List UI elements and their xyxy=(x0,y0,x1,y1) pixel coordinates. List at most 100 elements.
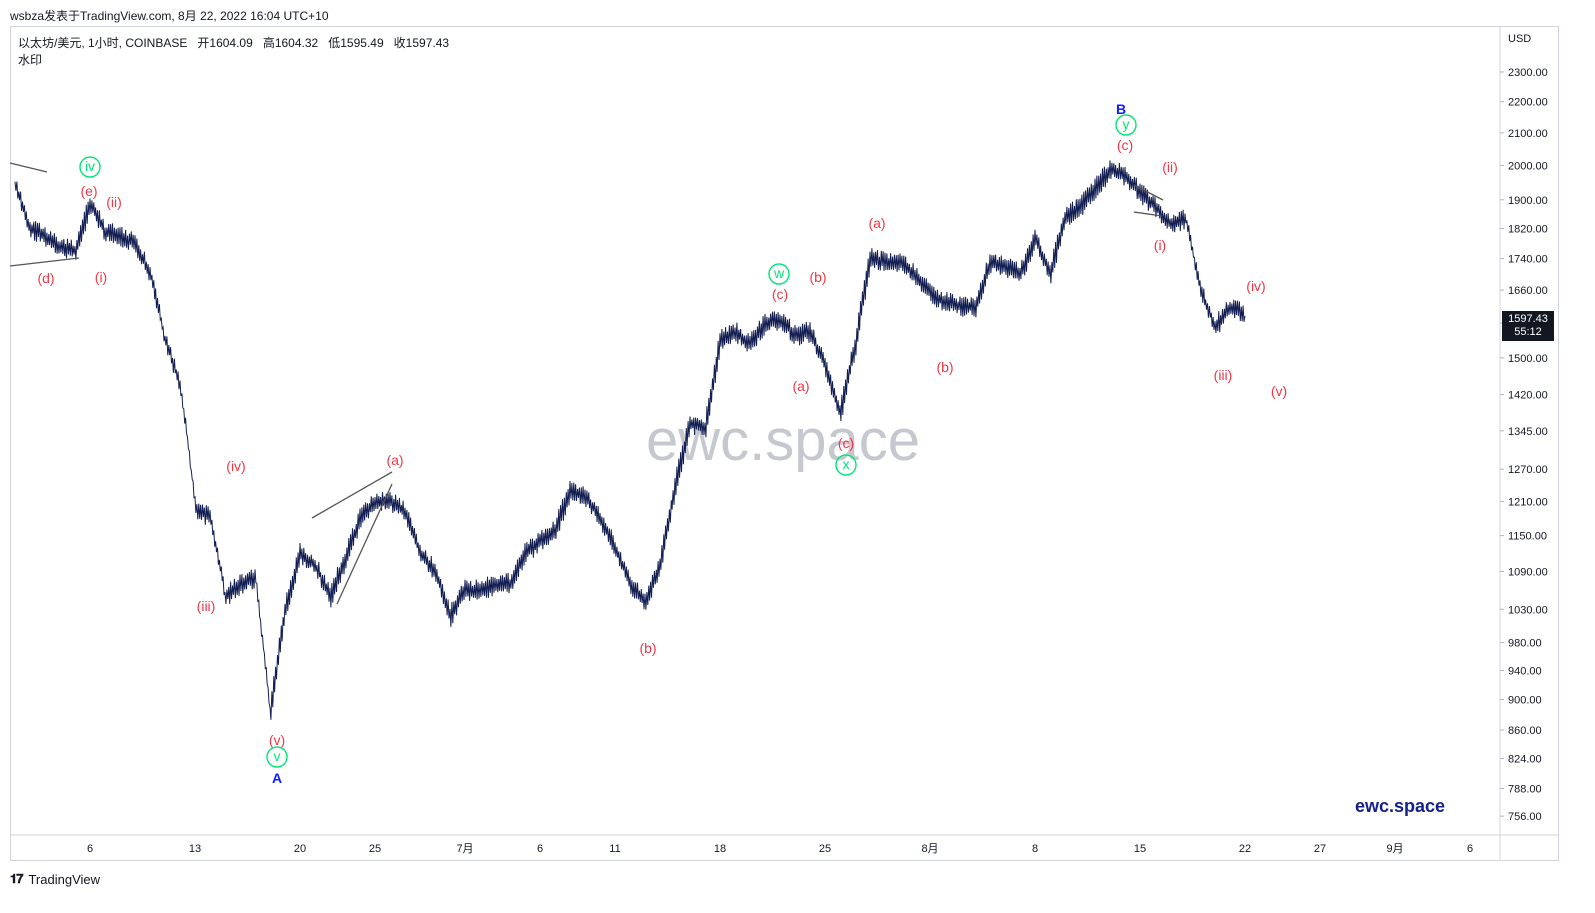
chart-frame xyxy=(10,26,1559,861)
wave-label: A xyxy=(272,770,282,786)
x-tick-label: 6 xyxy=(1467,843,1473,855)
y-tick-label: 1420.00 xyxy=(1508,390,1548,402)
last-price-value: 1597.43 xyxy=(1508,313,1548,325)
x-tick-label: 8 xyxy=(1032,843,1038,855)
y-tick-label: 824.00 xyxy=(1508,754,1542,766)
wave-label: (b) xyxy=(639,640,656,656)
wave-label: (a) xyxy=(868,215,885,231)
wave-label: (a) xyxy=(386,452,403,468)
wave-label: (iii) xyxy=(197,598,216,614)
wave-label: (e) xyxy=(80,183,97,199)
wave-label: iv xyxy=(85,158,95,174)
y-tick-label: 2200.00 xyxy=(1508,97,1548,109)
x-tick-label: 11 xyxy=(609,843,620,855)
wave-label: y xyxy=(1123,116,1130,132)
open-value: 1604.09 xyxy=(209,36,253,50)
trendline xyxy=(9,162,48,173)
wave-label: (a) xyxy=(792,378,809,394)
x-tick-label: 25 xyxy=(819,843,831,855)
wave-label: (c) xyxy=(838,435,854,451)
x-tick-label: 15 xyxy=(1134,843,1146,855)
wave-label-circle xyxy=(79,156,101,178)
brand-text: ewc.space xyxy=(1355,796,1446,816)
wave-label: (ii) xyxy=(1162,159,1178,175)
y-tick-label: 860.00 xyxy=(1508,725,1542,737)
y-tick-label: 980.00 xyxy=(1508,638,1542,650)
x-tick-label: 22 xyxy=(1239,843,1251,855)
wave-label: (iv) xyxy=(226,458,245,474)
tradingview-logo-icon[interactable]: 𝟏𝟕 xyxy=(10,871,24,886)
wave-label: w xyxy=(773,265,785,281)
wave-label: (c) xyxy=(1117,137,1133,153)
y-tick-label: 2000.00 xyxy=(1508,160,1548,172)
x-tick-label: 13 xyxy=(189,843,201,855)
y-tick-label: 2100.00 xyxy=(1508,128,1548,140)
wave-label-circle xyxy=(768,263,790,285)
low-value: 1595.49 xyxy=(340,36,384,50)
wave-label: (ii) xyxy=(106,194,122,210)
close-label: 收 xyxy=(393,36,406,50)
watermark-indicator-label: 水印 xyxy=(18,53,43,67)
y-tick-label: 756.00 xyxy=(1508,811,1542,823)
x-tick-label: 6 xyxy=(87,843,93,855)
y-tick-label: 1090.00 xyxy=(1508,566,1548,578)
wave-label: (iv) xyxy=(1246,278,1265,294)
y-tick-label: 1820.00 xyxy=(1508,224,1548,236)
trendline xyxy=(336,483,393,605)
x-tick-label: 7月 xyxy=(456,843,473,855)
trendline xyxy=(311,471,393,519)
currency-label: USD xyxy=(1508,33,1531,45)
low-label: 低 xyxy=(328,36,341,50)
y-tick-label: 1270.00 xyxy=(1508,464,1548,476)
tradingview-logo-text[interactable]: TradingView xyxy=(28,871,101,887)
wave-label: (v) xyxy=(269,732,285,748)
x-tick-label: 8月 xyxy=(921,843,938,855)
wave-label: B xyxy=(1116,101,1126,117)
symbol-legend: 以太坊/美元, 1小时, COINBASE 开1604.09 高1604.32 … xyxy=(18,34,449,51)
y-tick-label: 940.00 xyxy=(1508,665,1542,677)
publisher-line: wsbza发表于TradingView.com, 8月 22, 2022 16:… xyxy=(10,9,329,23)
close-value: 1597.43 xyxy=(405,36,450,50)
wave-label: (c) xyxy=(772,286,788,302)
high-value: 1604.32 xyxy=(274,36,319,50)
wave-label: (v) xyxy=(1271,383,1287,399)
wave-label: v xyxy=(274,748,281,764)
open-label: 开 xyxy=(197,36,210,50)
y-tick-label: 900.00 xyxy=(1508,695,1542,707)
wave-label-circle xyxy=(1115,114,1137,136)
footer: 𝟏𝟕 TradingView xyxy=(10,871,100,887)
y-tick-label: 1660.00 xyxy=(1508,285,1548,297)
symbol-label[interactable]: 以太坊/美元, 1小时, COINBASE xyxy=(18,36,188,50)
y-tick-label: 788.00 xyxy=(1508,783,1542,795)
trendline xyxy=(1133,184,1164,201)
wave-label: (i) xyxy=(95,269,107,285)
x-tick-label: 9月 xyxy=(1386,843,1403,855)
wave-label: (b) xyxy=(936,359,953,375)
x-tick-label: 25 xyxy=(369,843,381,855)
last-price-tag: 1597.43 55:12 xyxy=(1502,311,1554,341)
wave-label: (iii) xyxy=(1214,367,1233,383)
wave-label-circle xyxy=(835,454,857,476)
watermark-text: ewc.space xyxy=(646,408,920,473)
wave-label-circle xyxy=(266,746,288,768)
y-tick-label: 1500.00 xyxy=(1508,353,1548,365)
wave-label: (d) xyxy=(37,270,54,286)
y-tick-label: 1030.00 xyxy=(1508,604,1548,616)
countdown-timer: 55:12 xyxy=(1514,326,1542,338)
y-tick-label: 1345.00 xyxy=(1508,426,1548,438)
trendline xyxy=(1133,211,1163,217)
x-tick-label: 18 xyxy=(714,843,726,855)
y-tick-label: 1900.00 xyxy=(1508,195,1548,207)
wave-label: (i) xyxy=(1154,237,1166,253)
trendline xyxy=(9,257,80,267)
y-tick-label: 1740.00 xyxy=(1508,254,1548,266)
x-tick-label: 20 xyxy=(294,843,306,855)
wave-label: (b) xyxy=(809,269,826,285)
price-series-line xyxy=(14,160,1246,720)
high-label: 高 xyxy=(262,36,275,50)
y-tick-label: 2300.00 xyxy=(1508,67,1548,79)
y-tick-label: 1150.00 xyxy=(1508,531,1547,543)
wave-label: x xyxy=(843,456,850,472)
y-tick-label: 1210.00 xyxy=(1508,497,1548,509)
